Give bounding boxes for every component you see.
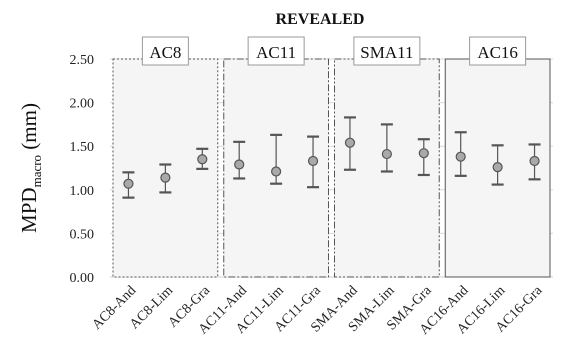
mean-point xyxy=(492,162,503,173)
y-tick-label: 1.00 xyxy=(70,184,95,199)
y-tick-label: 2.50 xyxy=(70,53,95,68)
mean-point xyxy=(529,155,540,167)
group-label: AC11 xyxy=(256,43,296,62)
y-tick-label: 0.00 xyxy=(70,271,95,286)
group-label: AC16 xyxy=(477,43,518,62)
y-axis-label-unit: (mm) xyxy=(17,103,41,155)
group-label-box xyxy=(353,36,421,66)
y-axis-label: MPDmacro (mm) xyxy=(17,103,44,233)
chart-title: REVEALED xyxy=(276,11,365,28)
group-label-box xyxy=(247,36,305,66)
mean-point xyxy=(271,166,282,177)
group-label: AC8 xyxy=(149,43,181,62)
y-tick-label: 2.00 xyxy=(70,97,95,112)
x-axis: AC8-AndAC8-LimAC8-GraAC11-AndAC11-LimAC1… xyxy=(90,283,546,338)
mean-point xyxy=(418,148,429,159)
y-axis-label-subscript: macro xyxy=(29,155,44,187)
y-tick-label: 0.50 xyxy=(70,227,95,242)
mean-point xyxy=(197,154,208,165)
mean-point xyxy=(344,137,356,148)
mean-point xyxy=(307,155,319,167)
group-panels: AC8 AC11 SMA11 AC16 xyxy=(112,36,551,278)
y-tick-label: 1.50 xyxy=(70,140,95,155)
data-series xyxy=(122,116,541,199)
y-axis: 0.00 0.50 1.00 1.50 2.00 2.50 xyxy=(70,53,95,286)
mean-point xyxy=(234,159,245,170)
mean-point xyxy=(455,151,466,162)
group-label: SMA11 xyxy=(360,43,413,62)
group-label-box xyxy=(469,36,527,66)
mean-point xyxy=(381,148,392,160)
mean-point xyxy=(123,178,134,189)
group-label-box xyxy=(141,36,189,66)
mean-point xyxy=(160,172,171,183)
y-axis-label-main: MPD xyxy=(17,187,41,233)
